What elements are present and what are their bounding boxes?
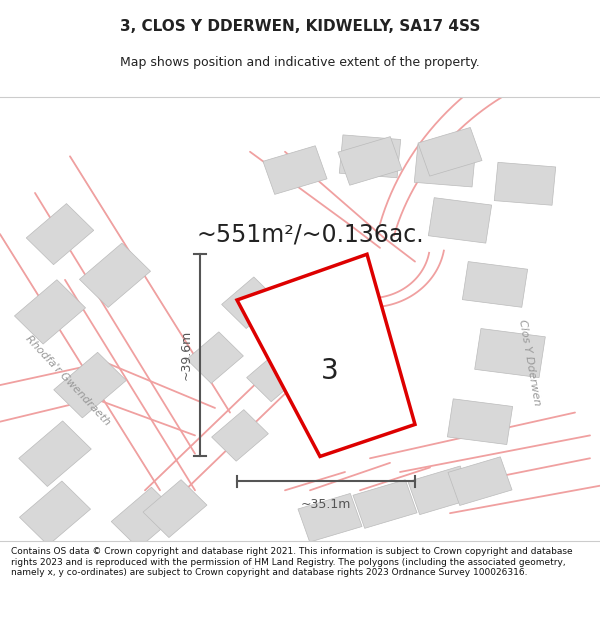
Text: ~39.6m: ~39.6m xyxy=(179,330,193,381)
Polygon shape xyxy=(428,198,491,243)
Polygon shape xyxy=(298,494,362,542)
Polygon shape xyxy=(448,457,512,506)
Polygon shape xyxy=(79,243,151,308)
Text: Rhodfa'r Gwendraeth: Rhodfa'r Gwendraeth xyxy=(24,334,112,428)
Polygon shape xyxy=(143,479,207,538)
Polygon shape xyxy=(408,466,472,514)
Polygon shape xyxy=(418,127,482,176)
Polygon shape xyxy=(475,329,545,378)
Polygon shape xyxy=(287,314,343,365)
Text: Map shows position and indicative extent of the property.: Map shows position and indicative extent… xyxy=(120,56,480,69)
Polygon shape xyxy=(14,280,86,344)
Polygon shape xyxy=(247,350,304,402)
Text: Contains OS data © Crown copyright and database right 2021. This information is : Contains OS data © Crown copyright and d… xyxy=(11,548,572,577)
Polygon shape xyxy=(339,135,401,178)
Polygon shape xyxy=(221,277,278,329)
Text: ~35.1m: ~35.1m xyxy=(301,498,351,511)
Polygon shape xyxy=(414,144,476,187)
Polygon shape xyxy=(494,162,556,205)
Text: ~551m²/~0.136ac.: ~551m²/~0.136ac. xyxy=(196,222,424,246)
Polygon shape xyxy=(338,137,402,185)
Text: Clos Y Dderwen: Clos Y Dderwen xyxy=(517,318,542,406)
Polygon shape xyxy=(263,146,327,194)
Polygon shape xyxy=(353,480,417,528)
Polygon shape xyxy=(448,399,512,444)
Polygon shape xyxy=(237,254,415,456)
Polygon shape xyxy=(212,409,268,461)
Text: 3, CLOS Y DDERWEN, KIDWELLY, SA17 4SS: 3, CLOS Y DDERWEN, KIDWELLY, SA17 4SS xyxy=(120,19,480,34)
Polygon shape xyxy=(187,332,244,383)
Polygon shape xyxy=(54,352,126,418)
Polygon shape xyxy=(19,421,91,486)
Text: 3: 3 xyxy=(321,357,339,386)
Polygon shape xyxy=(26,204,94,264)
Polygon shape xyxy=(111,488,179,548)
Polygon shape xyxy=(463,262,527,308)
Polygon shape xyxy=(19,481,91,546)
